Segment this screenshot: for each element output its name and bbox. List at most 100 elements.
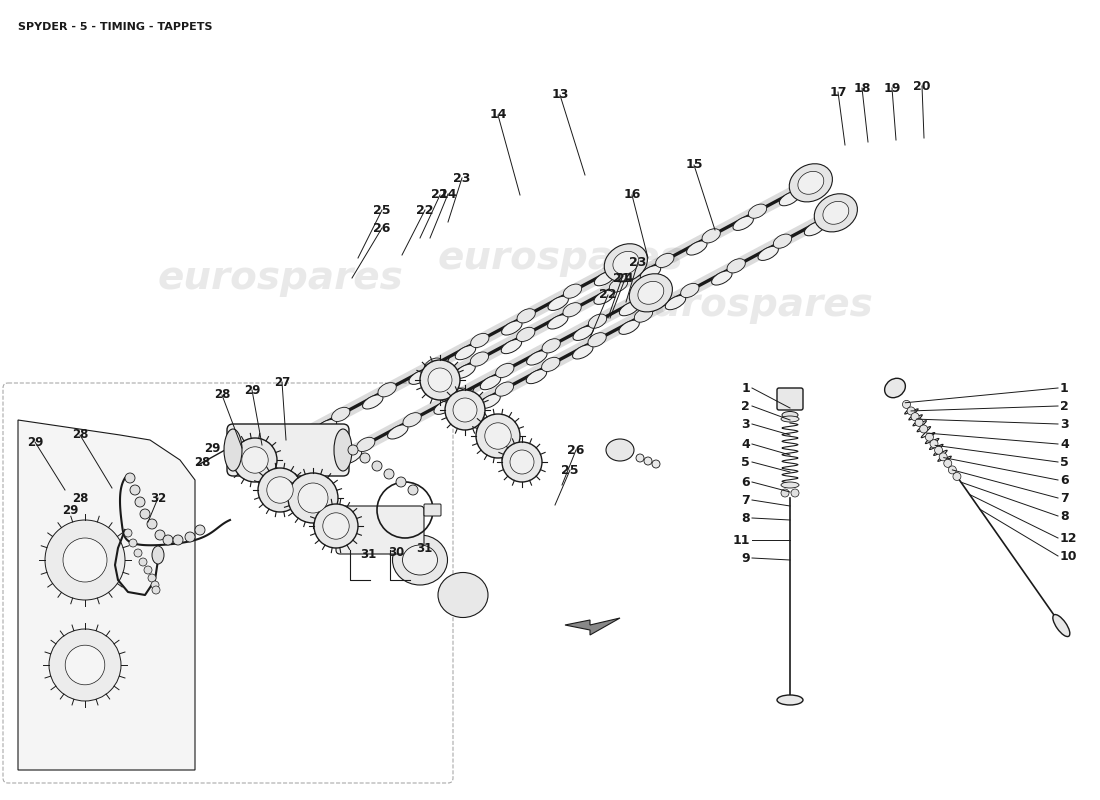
Text: 9: 9: [741, 551, 750, 565]
Ellipse shape: [781, 416, 799, 422]
Circle shape: [791, 489, 799, 497]
Ellipse shape: [594, 271, 615, 286]
Circle shape: [288, 473, 338, 523]
Ellipse shape: [606, 439, 634, 461]
Circle shape: [476, 414, 520, 458]
Ellipse shape: [425, 358, 442, 372]
Text: 29: 29: [244, 383, 261, 397]
Circle shape: [134, 549, 142, 557]
Ellipse shape: [782, 411, 797, 418]
Circle shape: [915, 418, 923, 426]
Text: 13: 13: [551, 89, 569, 102]
Text: 8: 8: [1060, 510, 1068, 522]
Text: 3: 3: [1060, 418, 1068, 430]
Ellipse shape: [666, 295, 685, 310]
Circle shape: [420, 360, 460, 400]
Circle shape: [384, 469, 394, 479]
Text: 25: 25: [561, 463, 579, 477]
Ellipse shape: [781, 482, 799, 488]
Circle shape: [935, 446, 943, 454]
Circle shape: [360, 453, 370, 463]
Text: 31: 31: [416, 542, 432, 554]
Ellipse shape: [387, 425, 408, 439]
Ellipse shape: [270, 444, 290, 458]
Circle shape: [139, 558, 147, 566]
Ellipse shape: [455, 346, 475, 360]
Ellipse shape: [1053, 614, 1070, 637]
Text: 25: 25: [373, 203, 390, 217]
Text: 28: 28: [72, 429, 88, 442]
Circle shape: [348, 445, 358, 455]
Circle shape: [140, 509, 150, 519]
Circle shape: [130, 485, 140, 495]
Circle shape: [930, 440, 938, 448]
Ellipse shape: [635, 290, 653, 303]
Ellipse shape: [548, 296, 569, 310]
Ellipse shape: [619, 320, 639, 334]
Text: 23: 23: [453, 171, 471, 185]
Text: 5: 5: [741, 455, 750, 469]
Text: 10: 10: [1060, 550, 1078, 562]
Text: 28: 28: [194, 455, 210, 469]
Text: 4: 4: [1060, 438, 1069, 450]
Polygon shape: [565, 618, 620, 635]
Ellipse shape: [748, 204, 767, 218]
Text: eurospares: eurospares: [627, 286, 873, 324]
FancyBboxPatch shape: [777, 388, 803, 410]
Ellipse shape: [635, 308, 652, 322]
Ellipse shape: [823, 202, 849, 224]
Circle shape: [636, 454, 644, 462]
Circle shape: [485, 422, 512, 450]
Text: 1: 1: [1060, 382, 1069, 394]
Text: 29: 29: [26, 435, 43, 449]
Ellipse shape: [356, 438, 375, 451]
Ellipse shape: [341, 450, 362, 464]
Ellipse shape: [527, 351, 547, 365]
Circle shape: [65, 645, 104, 685]
Text: 16: 16: [624, 189, 640, 202]
Ellipse shape: [573, 326, 593, 341]
Circle shape: [129, 539, 138, 547]
Circle shape: [173, 535, 183, 545]
Text: 2: 2: [741, 399, 750, 413]
Circle shape: [163, 535, 173, 545]
Ellipse shape: [609, 278, 628, 292]
FancyBboxPatch shape: [336, 506, 424, 554]
Circle shape: [314, 504, 358, 548]
Text: 6: 6: [741, 475, 750, 489]
Ellipse shape: [496, 363, 514, 378]
Text: 1: 1: [741, 382, 750, 394]
Circle shape: [258, 468, 303, 512]
Ellipse shape: [526, 370, 547, 384]
Ellipse shape: [779, 191, 800, 206]
Ellipse shape: [563, 302, 581, 317]
FancyBboxPatch shape: [227, 424, 349, 476]
Circle shape: [652, 460, 660, 468]
Circle shape: [147, 519, 157, 529]
Text: 22: 22: [416, 203, 433, 217]
Ellipse shape: [604, 244, 648, 282]
Ellipse shape: [295, 474, 316, 488]
Ellipse shape: [449, 388, 468, 402]
Circle shape: [267, 477, 294, 503]
Ellipse shape: [517, 309, 536, 323]
FancyBboxPatch shape: [424, 504, 441, 516]
Ellipse shape: [334, 429, 352, 471]
Ellipse shape: [542, 338, 560, 353]
Circle shape: [408, 485, 418, 495]
Ellipse shape: [470, 352, 488, 366]
Text: 6: 6: [1060, 474, 1068, 486]
Circle shape: [510, 450, 534, 474]
Ellipse shape: [804, 222, 825, 236]
Text: 29: 29: [204, 442, 220, 454]
Circle shape: [151, 581, 160, 589]
Ellipse shape: [758, 246, 779, 261]
Ellipse shape: [403, 545, 438, 575]
Ellipse shape: [541, 358, 560, 371]
Text: 24: 24: [616, 273, 634, 286]
Text: 27: 27: [274, 375, 290, 389]
Ellipse shape: [563, 284, 582, 298]
Text: 18: 18: [854, 82, 871, 94]
Circle shape: [925, 433, 934, 441]
Ellipse shape: [884, 378, 905, 398]
